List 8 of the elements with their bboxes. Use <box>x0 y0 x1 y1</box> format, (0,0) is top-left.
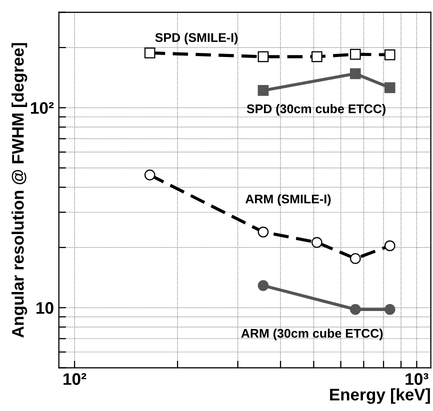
series-label: ARM (SMILE-I) <box>245 194 331 206</box>
x-axis-title: Energy [keV] <box>330 388 430 404</box>
y-tick-label: 10 <box>36 302 54 314</box>
series-label: SPD (SMILE-I) <box>155 32 238 44</box>
series-label: ARM (30cm cube ETCC) <box>241 328 383 340</box>
series-label: SPD (30cm cube ETCC) <box>246 104 386 116</box>
x-tick-label: 10³ <box>406 373 428 385</box>
y-axis-title: Angular resolution @ FWHM [degree] <box>12 43 28 338</box>
